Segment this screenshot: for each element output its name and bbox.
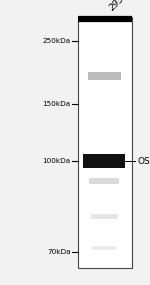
Bar [88, 72, 121, 80]
Bar [92, 246, 116, 250]
Text: 100kDa: 100kDa [42, 158, 70, 164]
Bar [91, 214, 118, 219]
Bar [89, 178, 119, 184]
Text: 70kDa: 70kDa [47, 249, 70, 255]
Text: 293T: 293T [108, 0, 130, 13]
Bar [78, 17, 132, 268]
Text: 150kDa: 150kDa [42, 101, 70, 107]
Text: 250kDa: 250kDa [42, 38, 70, 44]
Text: OSMR: OSMR [138, 156, 150, 166]
Bar [83, 154, 125, 168]
